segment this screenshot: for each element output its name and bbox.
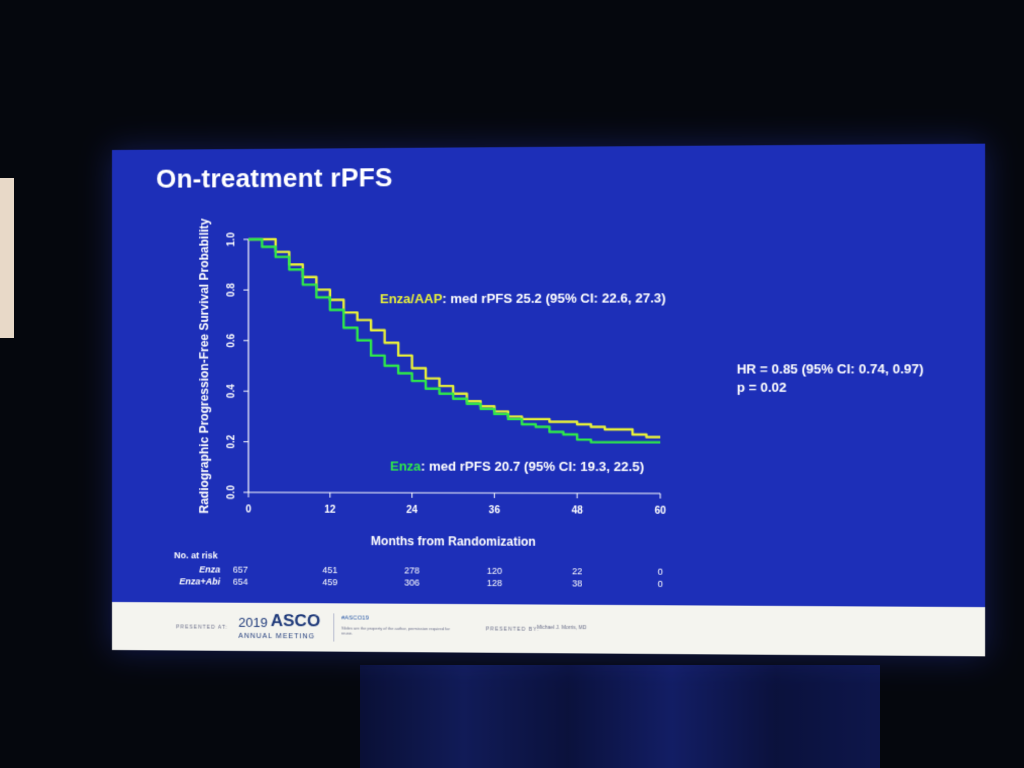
footer-presented-by: PRESENTED BY: [485, 626, 540, 633]
risk-count: 306 [404, 577, 419, 587]
enza-aap-annotation-label: Enza/AAP [380, 291, 443, 306]
footer-disclaimer: Slides are the property of the author, p… [341, 625, 450, 636]
risk-count: 38 [572, 578, 582, 588]
y-tick-label: 1.0 [226, 232, 237, 246]
risk-count: 0 [658, 567, 663, 577]
footer-year: 2019 [238, 614, 268, 631]
y-tick-label: 0.0 [226, 485, 237, 499]
asco-logo-text: ASCO [270, 610, 321, 631]
enza-annotation-text: : med rPFS 20.7 (95% CI: 19.3, 22.5) [421, 459, 644, 475]
enza-aap-series-line [248, 237, 660, 437]
x-tick-label: 24 [406, 505, 418, 516]
footer-hashtag: #ASCO19 [341, 615, 369, 622]
risk-row-label: Enza [199, 564, 220, 574]
x-axis-title: Months from Randomization [371, 534, 536, 549]
y-tick-label: 0.2 [226, 434, 237, 448]
y-axis-title: Radiographic Progression-Free Survival P… [197, 218, 211, 514]
x-tick-label: 0 [246, 504, 252, 515]
enza-aap-annotation: Enza/AAP: med rPFS 25.2 (95% CI: 22.6, 2… [380, 290, 666, 306]
enza-annotation: Enza: med rPFS 20.7 (95% CI: 19.3, 22.5) [390, 458, 644, 474]
enza-series-line [248, 237, 660, 442]
risk-count: 22 [572, 566, 582, 576]
risk-count: 459 [322, 577, 337, 587]
risk-count: 451 [322, 565, 337, 575]
side-screen-edge [0, 178, 14, 338]
risk-count: 278 [404, 565, 419, 575]
enza-annotation-label: Enza [390, 458, 422, 473]
x-tick-label: 60 [655, 506, 667, 517]
risk-row-label: Enza+Abi [179, 576, 220, 586]
risk-count: 120 [487, 566, 502, 576]
risk-count: 657 [233, 565, 248, 575]
risk-count: 0 [658, 579, 663, 589]
footer-presented-at: PRESENTED AT: [176, 624, 228, 631]
footer-divider [333, 613, 335, 642]
stage-curtain [360, 665, 880, 768]
slide-footer: PRESENTED AT: 2019 ASCO ANNUAL MEETING #… [112, 602, 986, 657]
x-tick-label: 36 [489, 505, 501, 516]
p-value-text: p = 0.02 [737, 380, 787, 395]
x-tick-label: 48 [571, 505, 583, 516]
footer-meeting: ANNUAL MEETING [238, 632, 316, 641]
y-tick-label: 0.4 [226, 384, 237, 398]
x-tick-label: 12 [324, 505, 336, 516]
enza-aap-annotation-text: : med rPFS 25.2 (95% CI: 22.6, 27.3) [442, 290, 666, 306]
x-axis-line [248, 492, 660, 493]
footer-presenter: Michael J. Morris, MD [536, 624, 587, 632]
km-chart: 0.0 0.2 0.4 0.6 0.8 1.0 0 12 24 36 48 60 Radiograp… [174, 218, 924, 589]
risk-count: 128 [487, 578, 502, 588]
risk-count: 654 [233, 577, 248, 587]
y-tick-label: 0.6 [226, 333, 237, 347]
risk-table-header: No. at risk [174, 550, 218, 560]
presentation-slide: On-treatment rPFS 0.0 0.2 0.4 0.6 0.8 1.0 0 12… [112, 143, 986, 657]
hazard-ratio-text: HR = 0.85 (95% CI: 0.74, 0.97) [737, 361, 924, 376]
y-tick-label: 0.8 [226, 283, 237, 297]
